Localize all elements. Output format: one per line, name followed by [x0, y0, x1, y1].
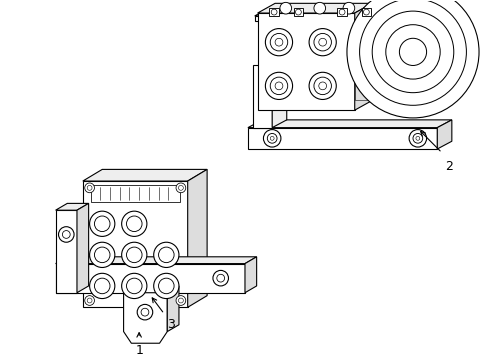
Circle shape — [270, 136, 274, 140]
Circle shape — [265, 72, 292, 99]
Circle shape — [308, 28, 336, 56]
Circle shape — [270, 77, 287, 95]
Circle shape — [308, 72, 336, 99]
Polygon shape — [244, 257, 256, 293]
Polygon shape — [82, 170, 207, 181]
Circle shape — [94, 216, 110, 231]
Circle shape — [122, 211, 146, 237]
Polygon shape — [56, 257, 256, 264]
Circle shape — [176, 183, 185, 193]
Polygon shape — [82, 181, 187, 307]
Bar — [132, 313, 135, 321]
Circle shape — [141, 308, 148, 316]
Bar — [337, 8, 346, 16]
Circle shape — [89, 273, 115, 298]
Circle shape — [62, 230, 70, 238]
Circle shape — [295, 9, 301, 15]
Circle shape — [279, 3, 291, 14]
Circle shape — [412, 134, 422, 143]
Polygon shape — [354, 3, 371, 110]
Text: 2: 2 — [444, 160, 452, 173]
Circle shape — [87, 298, 92, 303]
Polygon shape — [123, 293, 167, 343]
Circle shape — [158, 278, 174, 294]
Bar — [90, 185, 180, 202]
Circle shape — [385, 25, 439, 79]
Circle shape — [84, 296, 94, 305]
Circle shape — [267, 134, 277, 143]
Circle shape — [271, 9, 277, 15]
Circle shape — [275, 82, 282, 90]
Circle shape — [399, 38, 426, 66]
Circle shape — [216, 274, 224, 282]
Circle shape — [363, 9, 368, 15]
Polygon shape — [254, 16, 438, 21]
Circle shape — [408, 130, 426, 147]
Circle shape — [313, 33, 331, 51]
Circle shape — [313, 77, 331, 95]
Polygon shape — [254, 6, 456, 16]
Polygon shape — [167, 286, 179, 332]
Polygon shape — [272, 67, 286, 128]
Polygon shape — [56, 264, 244, 293]
Circle shape — [178, 185, 183, 190]
Polygon shape — [77, 203, 88, 293]
Polygon shape — [257, 3, 371, 13]
Polygon shape — [436, 120, 451, 149]
Polygon shape — [247, 128, 436, 149]
Circle shape — [87, 185, 92, 190]
Polygon shape — [187, 170, 207, 307]
Circle shape — [371, 11, 453, 93]
Circle shape — [126, 247, 142, 263]
Circle shape — [313, 3, 325, 14]
Circle shape — [153, 273, 179, 298]
Text: 1: 1 — [135, 344, 143, 357]
Circle shape — [339, 9, 345, 15]
Bar — [269, 8, 279, 16]
Circle shape — [265, 28, 292, 56]
Bar — [130, 309, 147, 323]
Circle shape — [158, 247, 174, 263]
Circle shape — [318, 82, 326, 90]
Circle shape — [137, 305, 152, 320]
Circle shape — [270, 33, 287, 51]
Circle shape — [318, 38, 326, 46]
Circle shape — [263, 130, 280, 147]
Bar — [361, 8, 370, 16]
Circle shape — [415, 136, 419, 140]
Circle shape — [126, 216, 142, 231]
Circle shape — [176, 296, 185, 305]
Polygon shape — [56, 210, 77, 293]
Circle shape — [89, 242, 115, 267]
Polygon shape — [56, 203, 88, 210]
Circle shape — [343, 3, 354, 14]
Polygon shape — [247, 120, 451, 128]
Circle shape — [84, 183, 94, 193]
Polygon shape — [252, 64, 286, 128]
Circle shape — [346, 0, 478, 118]
Circle shape — [122, 242, 146, 267]
Polygon shape — [257, 13, 354, 110]
Bar — [137, 313, 140, 321]
Bar — [293, 8, 303, 16]
Circle shape — [126, 278, 142, 294]
Circle shape — [212, 270, 228, 286]
Circle shape — [89, 211, 115, 237]
Circle shape — [59, 227, 74, 242]
Circle shape — [94, 247, 110, 263]
Bar — [142, 313, 144, 321]
Text: 3: 3 — [167, 318, 175, 331]
Circle shape — [94, 278, 110, 294]
Circle shape — [122, 273, 146, 298]
Circle shape — [153, 242, 179, 267]
Circle shape — [275, 38, 282, 46]
Circle shape — [178, 298, 183, 303]
Circle shape — [359, 0, 466, 105]
